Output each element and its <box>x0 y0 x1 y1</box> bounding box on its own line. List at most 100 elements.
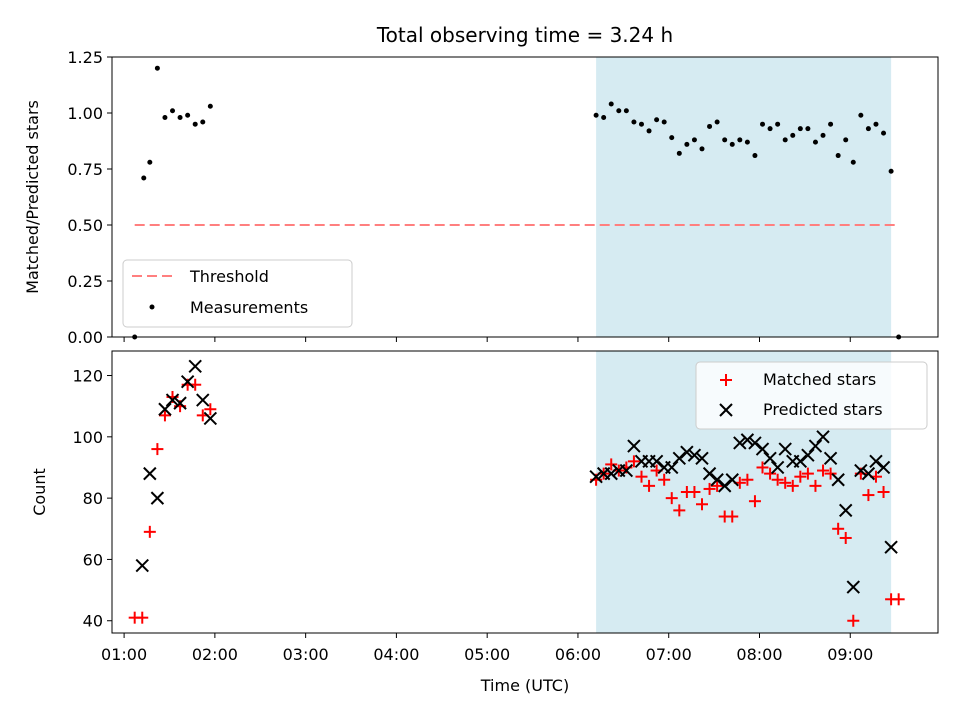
measurement-point <box>185 112 191 118</box>
predicted-star-point <box>725 473 739 487</box>
x-tick-label: 05:00 <box>464 645 510 664</box>
matched-star-point <box>151 443 164 456</box>
predicted-star-point <box>839 503 853 518</box>
predicted-star-point <box>846 580 860 594</box>
measurement-point <box>835 153 841 159</box>
measurement-point <box>805 126 811 132</box>
top-y-axis-ticks: 0.00 0.25 0.50 0.75 1.00 1.25 <box>67 48 112 347</box>
x-tick-label: 08:00 <box>736 645 782 664</box>
measurement-point <box>744 139 750 145</box>
matched-star-point <box>643 479 656 492</box>
bottom-x-axis-ticks: 01:00 02:00 03:00 04:00 05:00 06:00 07:00 08:00… <box>101 633 873 664</box>
matched-star-point <box>688 486 701 498</box>
predicted-star-point <box>680 445 694 459</box>
matched-star-point <box>635 470 648 483</box>
predicted-star-point <box>808 439 823 453</box>
y-tick-label: 100 <box>72 428 103 447</box>
x-tick-label: 04:00 <box>373 645 419 664</box>
predicted-star-point <box>770 460 785 475</box>
predicted-star-point <box>627 439 641 453</box>
y-tick-label: 1.25 <box>67 48 103 67</box>
measurement-point <box>593 112 599 118</box>
x-tick-label: 07:00 <box>646 645 692 664</box>
top-shaded-region <box>596 57 892 337</box>
measurement-point <box>858 112 864 118</box>
predicted-star-point <box>778 442 792 456</box>
measurement-point <box>691 137 697 143</box>
top-y-axis-label: Matched/Predicted stars <box>23 100 42 294</box>
measurement-point <box>767 126 773 132</box>
legend-matched-swatch <box>720 374 732 386</box>
measurement-point <box>162 114 168 120</box>
chart-title: Total observing time = 3.24 h <box>376 23 673 47</box>
measurement-point <box>812 139 818 145</box>
measurement-point <box>707 123 713 129</box>
legend-matched-label: Matched stars <box>763 370 876 389</box>
y-tick-label: 40 <box>83 612 103 631</box>
matched-star-point <box>143 525 156 538</box>
measurement-points <box>132 65 902 340</box>
predicted-star-point <box>801 448 815 462</box>
bottom-legend: Matched stars Predicted stars <box>695 361 928 430</box>
measurement-point <box>737 137 743 143</box>
predicted-star-point <box>755 442 770 456</box>
predicted-star-point <box>672 451 687 465</box>
measurement-point <box>154 65 160 71</box>
predicted-star-point <box>793 454 808 469</box>
matched-star-point <box>877 486 890 498</box>
top-axes-frame <box>111 56 939 338</box>
measurement-point <box>881 130 887 136</box>
predicted-star-point <box>831 473 845 487</box>
top-legend: Threshold Measurements <box>122 259 353 328</box>
predicted-star-point <box>687 448 702 462</box>
predicted-star-point <box>619 463 634 478</box>
matched-star-point <box>756 461 769 474</box>
measurement-point <box>608 101 614 107</box>
y-tick-label: 0.50 <box>67 216 103 235</box>
legend-predicted-swatch <box>719 403 733 417</box>
matched-star-point <box>627 455 640 468</box>
measurement-point <box>873 121 879 127</box>
legend-predicted-label: Predicted stars <box>763 400 883 419</box>
predicted-star-point <box>702 466 717 481</box>
x-tick-label: 03:00 <box>283 645 329 664</box>
measurement-point <box>661 119 667 125</box>
matched-star-point <box>794 470 807 483</box>
predicted-star-point <box>763 451 777 465</box>
measurement-point <box>616 108 622 114</box>
measurement-point <box>820 132 826 138</box>
y-tick-label: 120 <box>72 367 103 386</box>
measurement-point <box>623 108 629 114</box>
top-legend-box <box>122 259 353 328</box>
measurement-point <box>141 175 147 181</box>
y-tick-label: 60 <box>83 550 103 569</box>
matched-star-point <box>136 611 149 624</box>
predicted-star-point <box>173 396 187 410</box>
predicted-star-point <box>665 460 679 475</box>
y-tick-label: 0.25 <box>67 272 103 291</box>
measurement-point <box>782 137 788 143</box>
x-tick-label: 01:00 <box>101 645 147 664</box>
measurement-point <box>760 121 766 127</box>
x-axis-label: Time (UTC) <box>480 676 569 695</box>
y-tick-label: 0.00 <box>67 328 103 347</box>
matched-star-point <box>786 479 799 492</box>
predicted-star-point <box>143 466 157 481</box>
predicted-star-point <box>748 436 762 450</box>
predicted-star-point <box>604 466 618 481</box>
matched-star-point <box>696 498 708 511</box>
predicted-star-point <box>733 436 747 450</box>
predicted-star-point <box>158 402 172 416</box>
matched-star-point <box>771 473 784 486</box>
predicted-star-point <box>717 479 732 493</box>
measurement-point <box>797 126 803 132</box>
predicted-star-point <box>196 393 210 407</box>
predicted-star-point <box>203 411 218 426</box>
bottom-panel: 40 60 80 100 120 01:00 02:00 03:00 04:00 05:00 06… <box>30 350 939 695</box>
predicted-star-point <box>816 430 830 444</box>
matched-star-point <box>764 467 777 480</box>
matched-star-point <box>824 467 837 480</box>
measurement-point <box>601 114 607 120</box>
measurement-point <box>676 150 682 156</box>
